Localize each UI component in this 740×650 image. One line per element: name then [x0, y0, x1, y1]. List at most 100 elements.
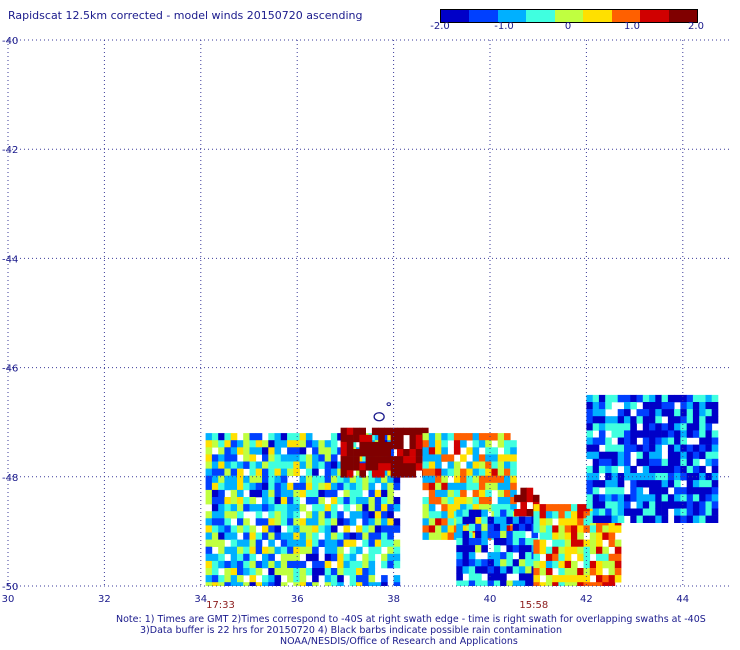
wind-cell [280, 468, 288, 476]
wind-cell [466, 461, 473, 469]
wind-cell [381, 539, 388, 547]
wind-cell [274, 511, 282, 519]
wind-cell [447, 497, 455, 505]
wind-cell [428, 511, 436, 519]
wind-cell [506, 545, 513, 553]
wind-cell [611, 480, 619, 488]
wind-cell [280, 433, 288, 441]
wind-cell [318, 454, 325, 462]
wind-cell [680, 451, 687, 460]
wind-cell [598, 480, 606, 488]
wind-cell [262, 482, 269, 491]
wind-cell [533, 546, 540, 555]
wind-cell [330, 546, 338, 555]
wind-cell [699, 515, 706, 523]
wind-cell [692, 458, 700, 467]
wind-cell [518, 573, 526, 581]
wind-cell [624, 409, 631, 417]
wind-cell [218, 447, 225, 455]
wind-cell [371, 456, 379, 464]
wind-cell [330, 553, 338, 562]
wind-cell [466, 504, 473, 512]
wind-cell [337, 475, 344, 484]
wind-cell [525, 559, 532, 567]
wind-cell [441, 497, 448, 505]
wind-cell [249, 546, 257, 555]
wind-cell [686, 465, 694, 474]
wind-cell [564, 553, 572, 562]
wind-cell [655, 465, 662, 474]
wind-cell [409, 441, 417, 450]
wind-cell [441, 518, 448, 526]
wind-cell [692, 465, 700, 474]
wind-cell [224, 525, 231, 533]
wind-cell [387, 468, 394, 476]
x-tick-label: 42 [580, 594, 593, 605]
wind-cell [387, 433, 394, 441]
wind-cell [500, 523, 507, 532]
wind-cell [674, 465, 681, 474]
wind-cell [649, 444, 656, 452]
wind-cell [539, 504, 547, 512]
wind-cell [614, 539, 622, 547]
wind-cell [262, 525, 269, 533]
wind-cell [456, 573, 463, 581]
wind-cell [403, 449, 410, 457]
wind-cell [611, 465, 619, 474]
wind-cell [558, 568, 565, 576]
wind-cell [356, 525, 363, 533]
wind-cell [525, 545, 532, 553]
wind-cell [384, 441, 391, 450]
wind-cell [390, 470, 398, 478]
wind-cell [680, 409, 687, 417]
wind-cell [577, 525, 584, 533]
wind-cell [330, 440, 338, 448]
wind-difference-cells [205, 394, 719, 586]
wind-cell [237, 582, 244, 586]
x-tick-label: 40 [484, 594, 497, 605]
wind-cell [343, 532, 351, 540]
wind-cell [711, 480, 719, 488]
wind-cell [211, 568, 219, 576]
wind-cell [428, 475, 436, 484]
wind-cell [330, 482, 338, 491]
wind-cell [349, 568, 357, 576]
wind-cell [456, 566, 463, 574]
x-tick-label: 30 [2, 594, 15, 605]
wind-cell [422, 440, 430, 448]
wind-cell [249, 482, 257, 491]
wind-cell [237, 504, 244, 512]
wind-cell [667, 480, 675, 488]
wind-cell [686, 423, 694, 431]
wind-cell [249, 553, 257, 562]
wind-cell [472, 433, 480, 441]
wind-cell [510, 454, 517, 462]
wind-cell [642, 515, 650, 523]
wind-cell [481, 509, 488, 517]
wind-cell [415, 463, 423, 471]
wind-cell [403, 470, 410, 478]
wind-cell [460, 482, 467, 491]
wind-cell [441, 511, 448, 519]
wind-cell [205, 497, 213, 505]
wind-cell [255, 433, 263, 441]
wind-cell [481, 530, 488, 539]
wind-cell [324, 447, 332, 455]
wind-cell [356, 475, 363, 484]
wind-cell [422, 525, 430, 533]
wind-cell [680, 416, 687, 424]
wind-cell [280, 532, 288, 540]
wind-cell [611, 473, 619, 481]
wind-cell [340, 456, 348, 464]
wind-cell [415, 449, 423, 457]
wind-cell [608, 553, 616, 562]
colorbar-swatch [526, 10, 556, 22]
wind-cell [630, 494, 637, 502]
wind-cell [692, 480, 700, 488]
wind-cell [378, 427, 385, 436]
wind-cell [518, 530, 526, 539]
wind-cell [518, 516, 526, 525]
wind-cell [462, 545, 470, 553]
wind-cell [624, 423, 631, 431]
wind-cell [642, 480, 650, 488]
